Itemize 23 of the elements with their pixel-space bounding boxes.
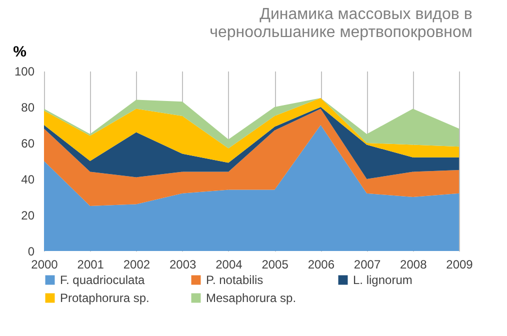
x-tick-label: 2003: [169, 258, 197, 272]
x-tick-label: 2005: [262, 258, 289, 272]
y-tick-label: 40: [21, 172, 35, 186]
x-tick-label: 2007: [354, 258, 381, 272]
y-tick-label: 80: [21, 100, 35, 114]
y-axis-title: %: [13, 44, 26, 60]
y-tick-label: 20: [21, 208, 35, 222]
legend-label: L. lignorum: [353, 273, 412, 287]
x-tick-label: 2004: [216, 258, 243, 272]
x-tick-label: 2006: [308, 258, 335, 272]
x-tick-label: 2000: [31, 258, 58, 272]
y-tick-label: 0: [28, 244, 35, 258]
x-tick-label: 2002: [123, 258, 150, 272]
legend-label: Protaphorura sp.: [60, 291, 150, 305]
chart-title: Динамика массовых видов в черноольшанике мертвопокровном: [210, 6, 472, 41]
legend-label: Mesaphorura sp.: [206, 291, 296, 305]
x-tick-label: 2009: [446, 258, 474, 272]
y-tick-label: 100: [14, 64, 35, 78]
x-tick-label: 2008: [400, 258, 428, 272]
legend-label: P. notabilis: [206, 273, 264, 287]
x-tick-label: 2001: [77, 258, 104, 272]
y-tick-label: 60: [21, 136, 35, 150]
legend-label: F. quadrioculata: [60, 273, 146, 287]
